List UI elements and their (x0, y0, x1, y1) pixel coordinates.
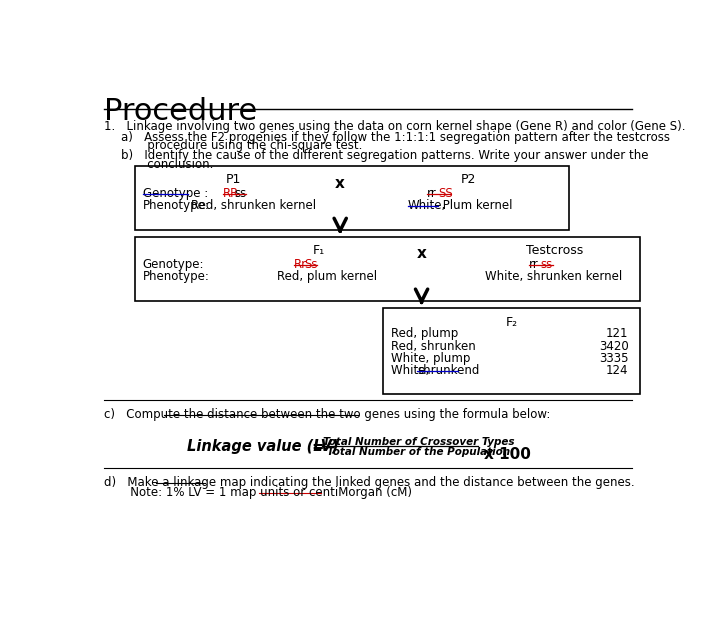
Text: White, plump: White, plump (390, 352, 470, 365)
Bar (383, 308, 640, 394)
Text: rr: rr (427, 187, 436, 200)
Text: 121: 121 (606, 327, 628, 340)
Text: Genotype :: Genotype : (142, 187, 208, 200)
Text: SS: SS (438, 187, 452, 200)
Text: Rr: Rr (293, 258, 307, 271)
Text: Procedure: Procedure (104, 97, 257, 126)
Text: White, shrunken kernel: White, shrunken kernel (485, 270, 623, 283)
Text: c)   Compute the distance between the two genes using the formula below:: c) Compute the distance between the two … (104, 408, 550, 421)
Text: P1: P1 (226, 173, 241, 186)
Text: F₂: F₂ (505, 316, 518, 329)
Text: Phenotype:: Phenotype: (142, 199, 209, 212)
Text: Red, shrunken kernel: Red, shrunken kernel (191, 199, 316, 212)
Text: d)   Make a linkage map indicating the linked genes and the distance between the: d) Make a linkage map indicating the lin… (104, 476, 634, 489)
Text: x 100: x 100 (484, 447, 531, 462)
Text: 3335: 3335 (599, 352, 628, 365)
Text: Testcross: Testcross (526, 244, 584, 257)
Text: Genotype:: Genotype: (142, 258, 204, 271)
Text: Ss: Ss (305, 258, 318, 271)
Text: White,: White, (390, 364, 433, 377)
Text: ss: ss (540, 258, 552, 271)
Text: F₁: F₁ (313, 244, 324, 257)
Text: P2: P2 (460, 173, 476, 186)
Text: Phenotype:: Phenotype: (142, 270, 209, 283)
Text: a)   Assess the F2 progenies if they follow the 1:1:1:1 segregation pattern afte: a) Assess the F2 progenies if they follo… (121, 131, 670, 144)
Text: Note: 1% LV = 1 map units or centiMorgan (cM): Note: 1% LV = 1 map units or centiMorgan… (104, 486, 412, 499)
Text: 3420: 3420 (599, 340, 628, 353)
Text: Total Number of Crossover Types: Total Number of Crossover Types (323, 437, 515, 447)
Text: RR: RR (223, 187, 239, 200)
Text: conclusion.: conclusion. (121, 158, 214, 171)
Text: x: x (335, 175, 345, 191)
Text: Plum kernel: Plum kernel (439, 199, 512, 212)
Text: Red, plump: Red, plump (390, 327, 458, 340)
Text: Linkage value (LV): Linkage value (LV) (187, 439, 339, 454)
Text: shrunkend: shrunkend (417, 364, 480, 377)
Text: 124: 124 (606, 364, 628, 377)
Text: Red, shrunken: Red, shrunken (390, 340, 475, 353)
Text: rr: rr (529, 258, 539, 271)
Bar (135, 237, 640, 301)
Text: b)   Identify the cause of the different segregation patterns. Write your answer: b) Identify the cause of the different s… (121, 150, 649, 162)
Text: White,: White, (408, 199, 446, 212)
Text: Total Number of the Population: Total Number of the Population (327, 447, 510, 457)
Text: Red, plum kernel: Red, plum kernel (278, 270, 377, 283)
Text: x: x (416, 247, 426, 262)
Text: =: = (307, 439, 329, 454)
Text: 1.   Linkage involving two genes using the data on corn kernel shape (Gene R) an: 1. Linkage involving two genes using the… (104, 120, 685, 133)
Text: procedure using the chi-square test.: procedure using the chi-square test. (121, 140, 362, 152)
Bar (135, 166, 569, 230)
Text: ss: ss (234, 187, 247, 200)
